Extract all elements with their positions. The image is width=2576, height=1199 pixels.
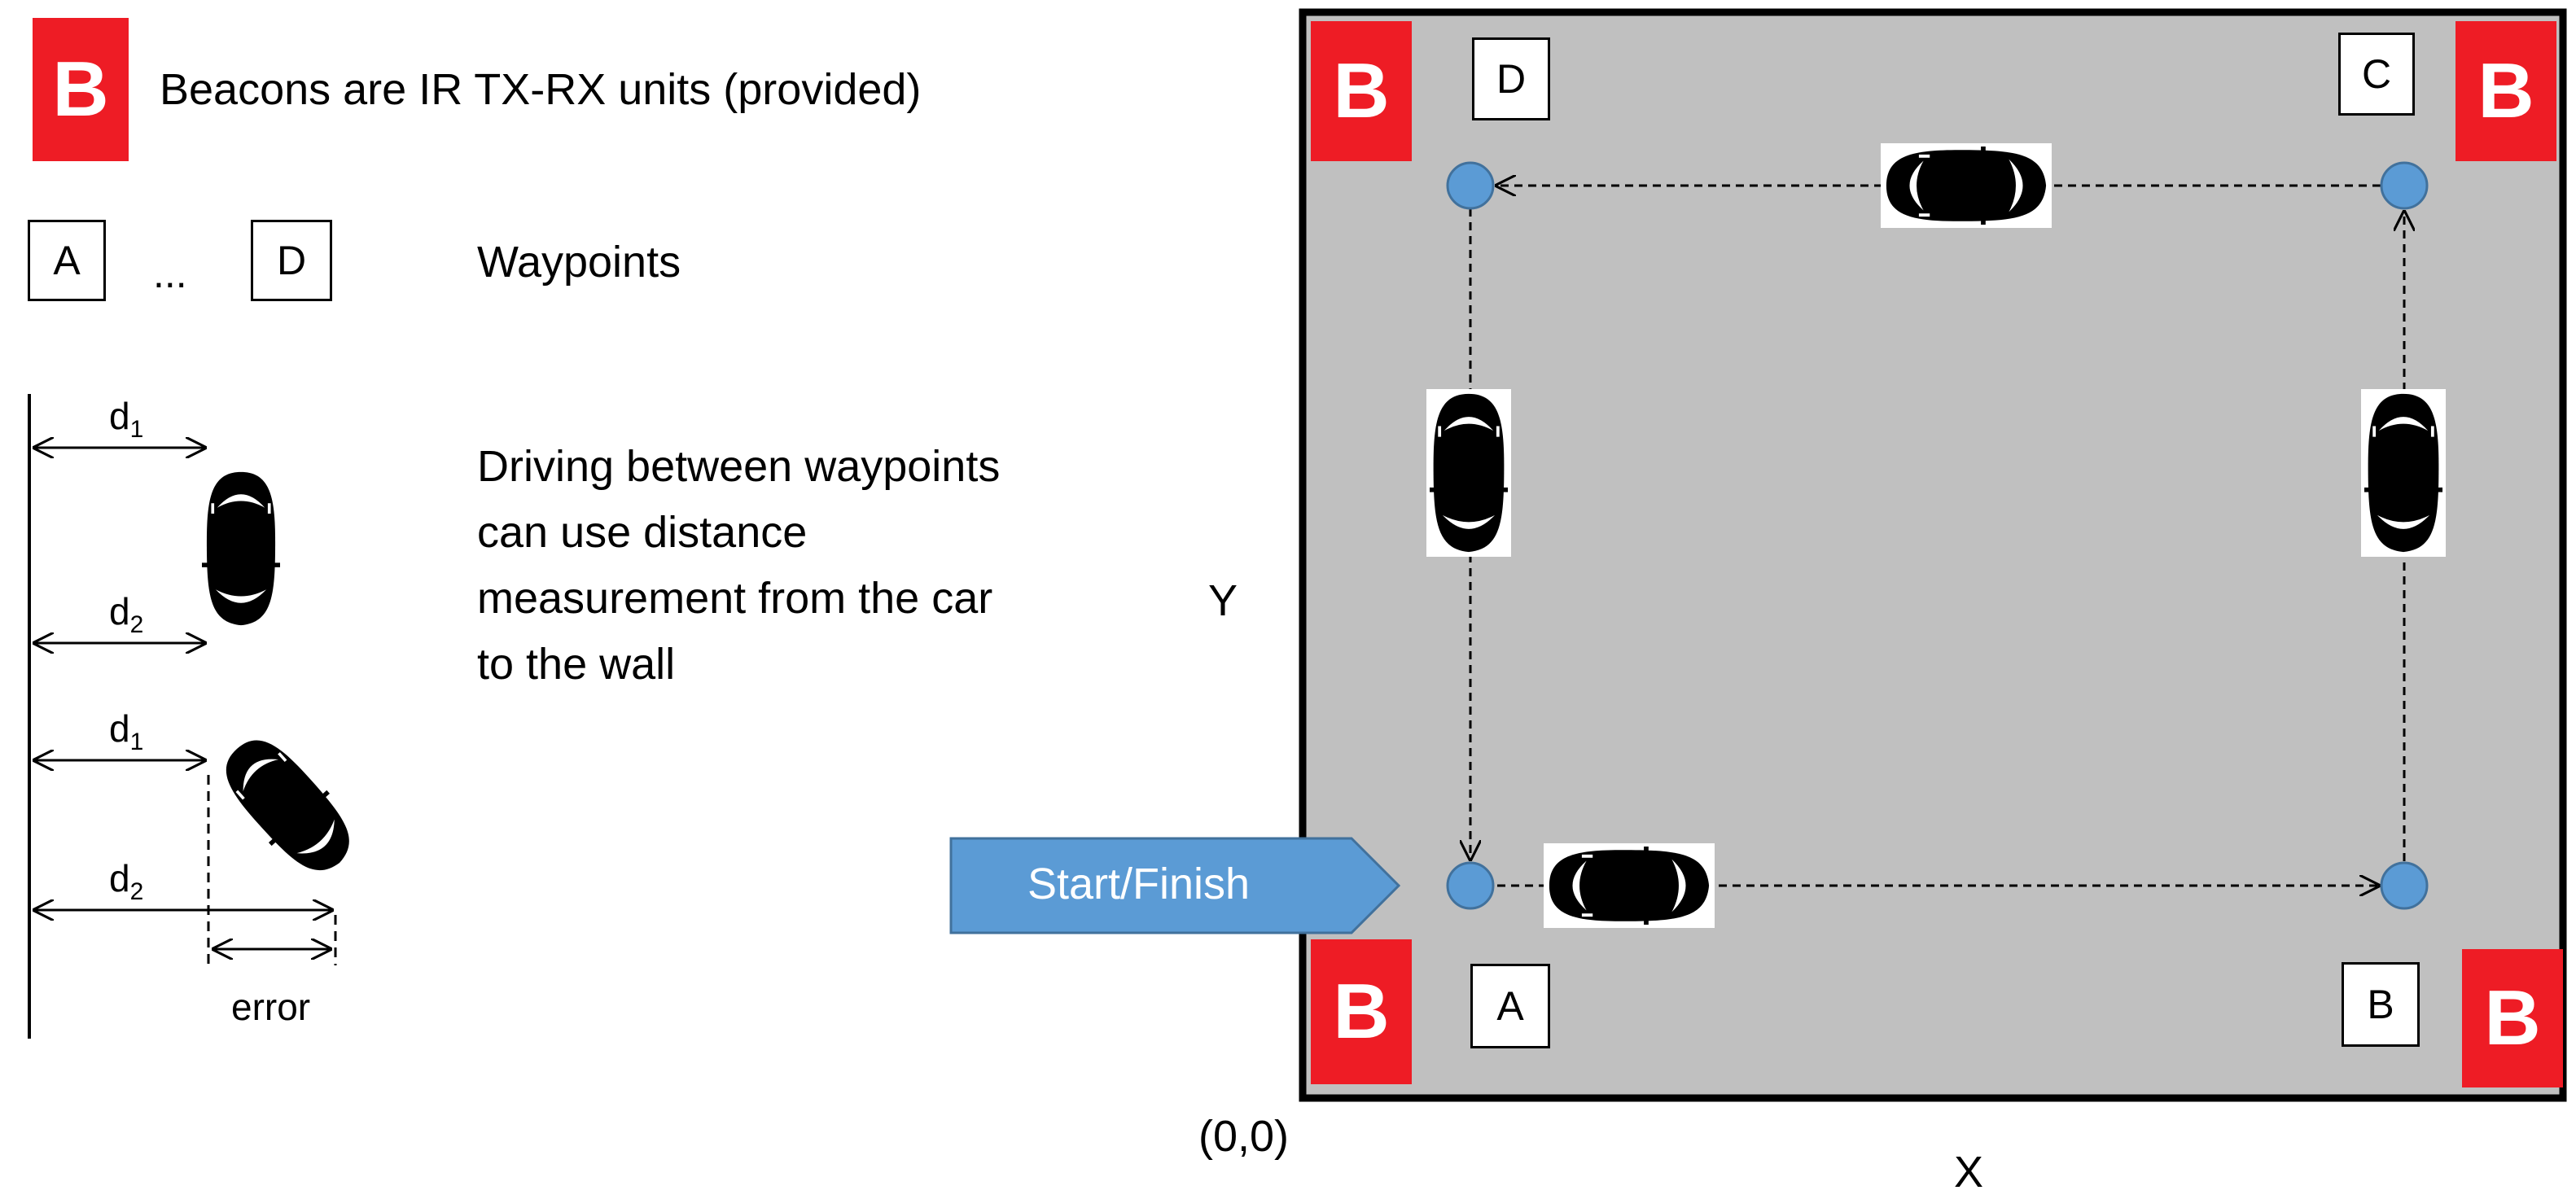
waypoint-label-b: B xyxy=(2342,962,2420,1047)
start-finish-label: Start/Finish xyxy=(1027,860,1251,908)
car-icon-right xyxy=(2364,392,2442,554)
car-icon-bottom xyxy=(1548,847,1711,925)
waypoint-dot-c xyxy=(2380,161,2429,210)
error-label: error xyxy=(231,986,311,1028)
beacon-legend-letter: B xyxy=(52,46,109,133)
x-axis-label: X xyxy=(1954,1148,1984,1197)
car-icon-top xyxy=(1885,147,2048,225)
waypoint-legend-ellipsis: ... xyxy=(153,251,187,296)
car-icon-legend-angled xyxy=(207,721,370,890)
car-icon-left xyxy=(1430,392,1508,554)
waypoint-dot-b xyxy=(2380,861,2429,910)
beacon-description: Beacons are IR TX-RX units (provided) xyxy=(160,65,922,114)
waypoint-legend-d: D xyxy=(251,220,332,301)
waypoint-description: Waypoints xyxy=(477,238,681,287)
car-icon-legend-straight xyxy=(202,470,280,627)
waypoint-label-c: C xyxy=(2338,33,2415,116)
waypoint-legend-a: A xyxy=(28,220,106,301)
waypoint-label-a: A xyxy=(1470,964,1550,1048)
distance-description: Driving between waypoints can use distan… xyxy=(477,442,1001,689)
beacon-icon-top-right: B xyxy=(2456,21,2556,161)
beacon-icon-top-left: B xyxy=(1311,21,1412,161)
distance-label-d1-top: d1 xyxy=(109,395,144,444)
origin-label: (0,0) xyxy=(1198,1112,1290,1161)
waypoint-dot-d xyxy=(1446,161,1495,210)
beacon-icon-bottom-left: B xyxy=(1311,939,1412,1084)
distance-label-d1-bottom: d1 xyxy=(109,707,144,756)
distance-label-d2-bottom: d2 xyxy=(109,857,144,906)
beacon-icon-bottom-right: B xyxy=(2462,949,2563,1087)
arrow-right-icon xyxy=(949,837,1401,934)
y-axis-label: Y xyxy=(1208,576,1238,625)
waypoint-dot-a xyxy=(1446,861,1495,910)
distance-label-d2-top: d2 xyxy=(109,590,144,639)
waypoint-label-d: D xyxy=(1472,37,1550,120)
beacon-legend-icon: B xyxy=(33,18,129,161)
